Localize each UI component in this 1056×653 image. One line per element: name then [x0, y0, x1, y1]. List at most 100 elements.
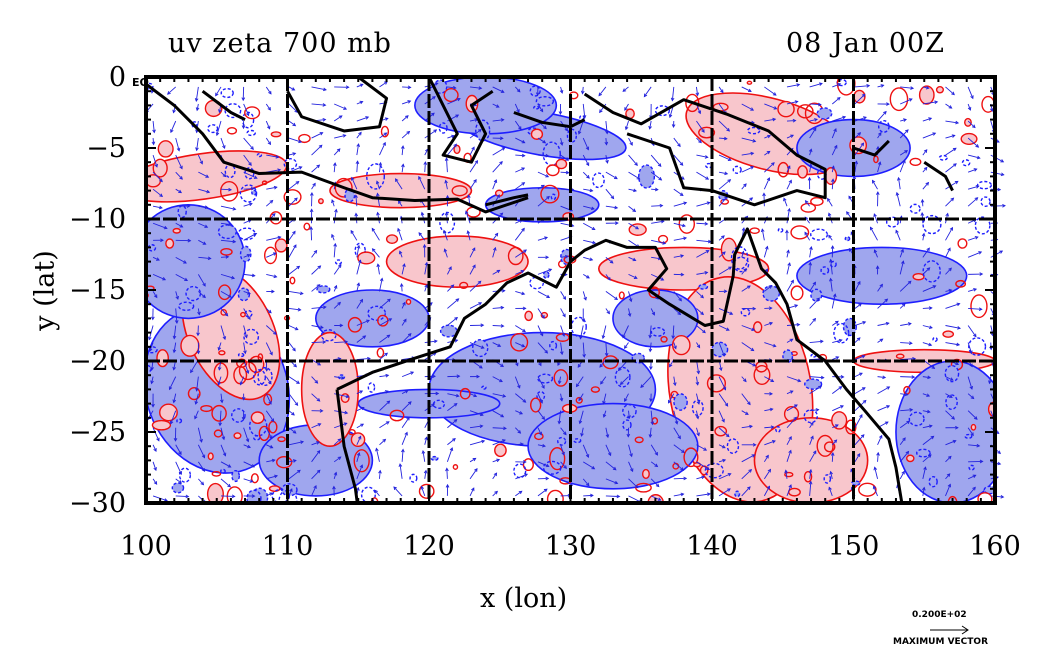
wind-vector-shaft [311, 423, 321, 429]
contour-cell [243, 328, 260, 345]
wind-vector [854, 434, 865, 446]
wind-vector-shaft [375, 448, 380, 462]
wind-vector-shaft [560, 478, 573, 486]
wind-vector-head [812, 127, 817, 132]
wind-vector-head [747, 285, 751, 289]
wind-vector-shaft [198, 188, 210, 193]
wind-vector-head [356, 244, 361, 249]
wind-vector [854, 453, 861, 463]
wind-vector [829, 277, 833, 292]
x-tick-label: 150 [828, 531, 880, 562]
wind-vector-shaft [288, 152, 296, 156]
wind-vector-shaft [243, 137, 254, 150]
wind-vector-shaft [922, 325, 933, 329]
contour-cell [298, 133, 311, 144]
wind-vector [397, 200, 403, 207]
x-tick-label: 130 [545, 531, 597, 562]
wind-vector-head [923, 149, 928, 153]
wind-vector-shaft [922, 467, 926, 479]
wind-vector-shaft [582, 461, 595, 470]
contour-cell [683, 447, 699, 468]
wind-vector-shaft [288, 308, 301, 311]
wind-vector-shaft [379, 81, 388, 88]
wind-vector-shaft [741, 86, 752, 92]
wind-vector-head [586, 275, 590, 279]
wind-vector-shaft [599, 103, 607, 113]
wind-vector [422, 243, 427, 258]
wind-vector-shaft [696, 154, 708, 158]
wind-vector-shaft [401, 371, 414, 378]
wind-vector [582, 342, 586, 358]
wind-vector-shaft [560, 171, 569, 174]
wind-vector-head [378, 469, 382, 474]
wind-vector-shaft [515, 473, 528, 480]
wind-vector-shaft [696, 444, 707, 451]
wind-vector [148, 342, 154, 352]
wind-vector [967, 325, 977, 338]
wind-vector-shaft [265, 376, 272, 385]
wind-vector [350, 229, 358, 241]
wind-vector [334, 134, 347, 139]
wind-vector-shaft [266, 444, 273, 449]
wind-vector-head [906, 420, 911, 425]
wind-vector-head [997, 461, 1002, 466]
wind-vector [469, 146, 475, 156]
wind-vector-shaft [288, 410, 295, 416]
wind-vector-head [829, 277, 833, 282]
wind-vector [515, 325, 526, 333]
wind-vector [288, 197, 298, 207]
wind-vector-shaft [831, 128, 837, 139]
wind-vector-head [159, 178, 163, 183]
wind-vector [628, 478, 639, 489]
wind-vector-shaft [492, 233, 499, 241]
wind-vector [423, 161, 428, 173]
wind-vector-head [560, 351, 564, 356]
wind-vector [604, 342, 609, 357]
wind-vector [895, 191, 901, 207]
wind-vector-head [949, 394, 953, 398]
wind-vector-head [294, 402, 299, 406]
wind-vector-head [268, 380, 272, 385]
wind-vector-head [151, 403, 155, 408]
wind-vector-head [842, 115, 847, 120]
wind-vector-shaft [220, 256, 229, 258]
wind-vector-head [862, 321, 867, 325]
wind-vector-head [978, 251, 983, 255]
wind-vector [832, 405, 844, 412]
wind-vector-shaft [922, 182, 929, 190]
wind-vector [265, 120, 271, 130]
wind-vector-shaft [649, 342, 652, 352]
wind-vector-shaft [877, 132, 882, 139]
wind-vector-head [669, 363, 673, 368]
wind-vector-head [172, 349, 177, 354]
wind-vector-head [516, 109, 520, 114]
wind-vector [560, 325, 566, 337]
wind-vector [558, 103, 563, 115]
wind-vector-shaft [598, 86, 607, 96]
wind-vector-shaft [424, 437, 428, 445]
wind-vector [830, 245, 835, 258]
wind-vector-shaft [899, 451, 909, 463]
wind-vector [872, 485, 878, 497]
wind-vector-shaft [311, 485, 317, 497]
wind-vector [804, 200, 810, 207]
contour-cell [906, 454, 915, 463]
wind-vector-head [609, 259, 614, 264]
wind-vector-shaft [152, 291, 158, 298]
wind-vector-head [679, 162, 684, 166]
contour-cell [749, 227, 760, 235]
wind-vector-head [294, 197, 298, 202]
wind-vector [537, 443, 546, 448]
wind-vector-head [272, 252, 277, 256]
wind-vector-head [807, 176, 812, 181]
wind-vector-head [393, 486, 397, 491]
wind-vector [266, 289, 275, 294]
wind-vector [220, 239, 237, 244]
wind-vector-shaft [467, 230, 471, 241]
wind-vector [266, 235, 282, 241]
wind-vector [152, 427, 160, 442]
wind-vector-head [153, 294, 158, 299]
wind-vector-shaft [197, 274, 206, 287]
wind-vector-head [585, 162, 590, 167]
wind-vector [379, 298, 391, 309]
